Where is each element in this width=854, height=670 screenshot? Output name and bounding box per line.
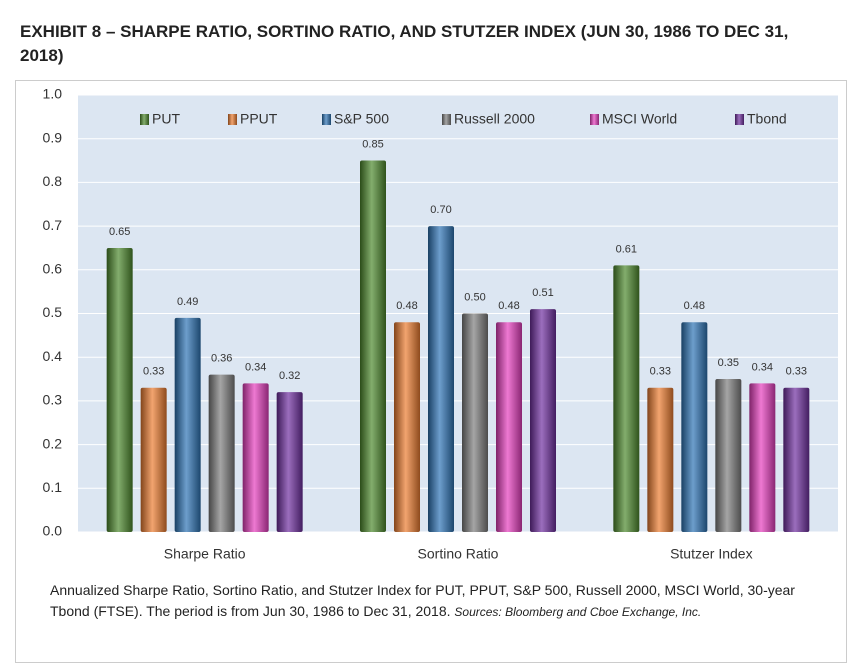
data-label: 0.36	[211, 353, 232, 365]
bar	[715, 379, 742, 532]
y-tick-label: 0.1	[43, 479, 63, 495]
y-tick-label: 0.5	[43, 304, 63, 320]
bar	[647, 387, 674, 532]
data-label: 0.48	[396, 300, 417, 312]
data-label: 0.65	[109, 226, 130, 238]
x-tick-label: Sharpe Ratio	[164, 546, 246, 562]
data-label: 0.33	[786, 366, 807, 378]
data-label: 0.32	[279, 370, 300, 382]
bar	[428, 226, 454, 532]
data-label: 0.48	[684, 300, 705, 312]
y-tick-label: 1.0	[43, 86, 63, 102]
legend-label: S&P 500	[334, 111, 389, 127]
bar	[208, 374, 235, 532]
legend-label: MSCI World	[602, 111, 677, 127]
legend-swatch	[228, 114, 237, 125]
y-tick-label: 0.9	[43, 129, 63, 145]
caption: Annualized Sharpe Ratio, Sortino Ratio, …	[50, 580, 820, 623]
data-label: 0.34	[245, 361, 266, 373]
bar	[276, 392, 303, 532]
data-label: 0.85	[362, 138, 383, 150]
legend-swatch	[322, 114, 331, 125]
chart-title: EXHIBIT 8 – SHARPE RATIO, SORTINO RATIO,…	[20, 22, 789, 65]
bar	[613, 265, 640, 532]
bar	[530, 309, 556, 532]
bar	[462, 313, 488, 532]
bar	[174, 317, 201, 532]
bar	[394, 322, 420, 532]
bar	[106, 247, 133, 532]
bar	[783, 387, 810, 532]
data-label: 0.70	[430, 204, 451, 216]
data-label: 0.33	[650, 366, 671, 378]
bar	[140, 387, 167, 532]
bar	[681, 322, 708, 532]
chart-frame	[15, 80, 847, 663]
y-tick-label: 0.3	[43, 392, 63, 408]
legend-label: Russell 2000	[454, 111, 535, 127]
source: Sources: Bloomberg and Cboe Exchange, In…	[454, 605, 702, 619]
data-label: 0.50	[464, 291, 485, 303]
data-label: 0.34	[752, 361, 773, 373]
y-tick-label: 0.0	[43, 523, 63, 539]
data-label: 0.51	[532, 287, 553, 299]
y-tick-label: 0.4	[43, 348, 63, 364]
legend-swatch	[442, 114, 451, 125]
data-label: 0.33	[143, 366, 164, 378]
caption-text: Annualized Sharpe Ratio, Sortino Ratio, …	[50, 582, 795, 619]
bar	[360, 160, 386, 533]
legend-label: PUT	[152, 111, 180, 127]
bar	[242, 383, 269, 532]
data-label: 0.49	[177, 296, 198, 308]
legend-swatch	[735, 114, 744, 125]
data-label: 0.48	[498, 300, 519, 312]
legend-swatch	[590, 114, 599, 125]
y-tick-label: 0.2	[43, 435, 63, 451]
y-tick-label: 0.8	[43, 173, 63, 189]
legend-swatch	[140, 114, 149, 125]
y-tick-label: 0.7	[43, 217, 63, 233]
legend-label: PPUT	[240, 111, 278, 127]
legend-label: Tbond	[747, 111, 787, 127]
data-label: 0.35	[718, 357, 739, 369]
y-tick-label: 0.6	[43, 261, 63, 277]
x-tick-label: Stutzer Index	[670, 546, 753, 562]
bar	[496, 322, 522, 532]
bar	[749, 383, 776, 532]
data-label: 0.61	[616, 243, 637, 255]
x-tick-label: Sortino Ratio	[418, 546, 499, 562]
